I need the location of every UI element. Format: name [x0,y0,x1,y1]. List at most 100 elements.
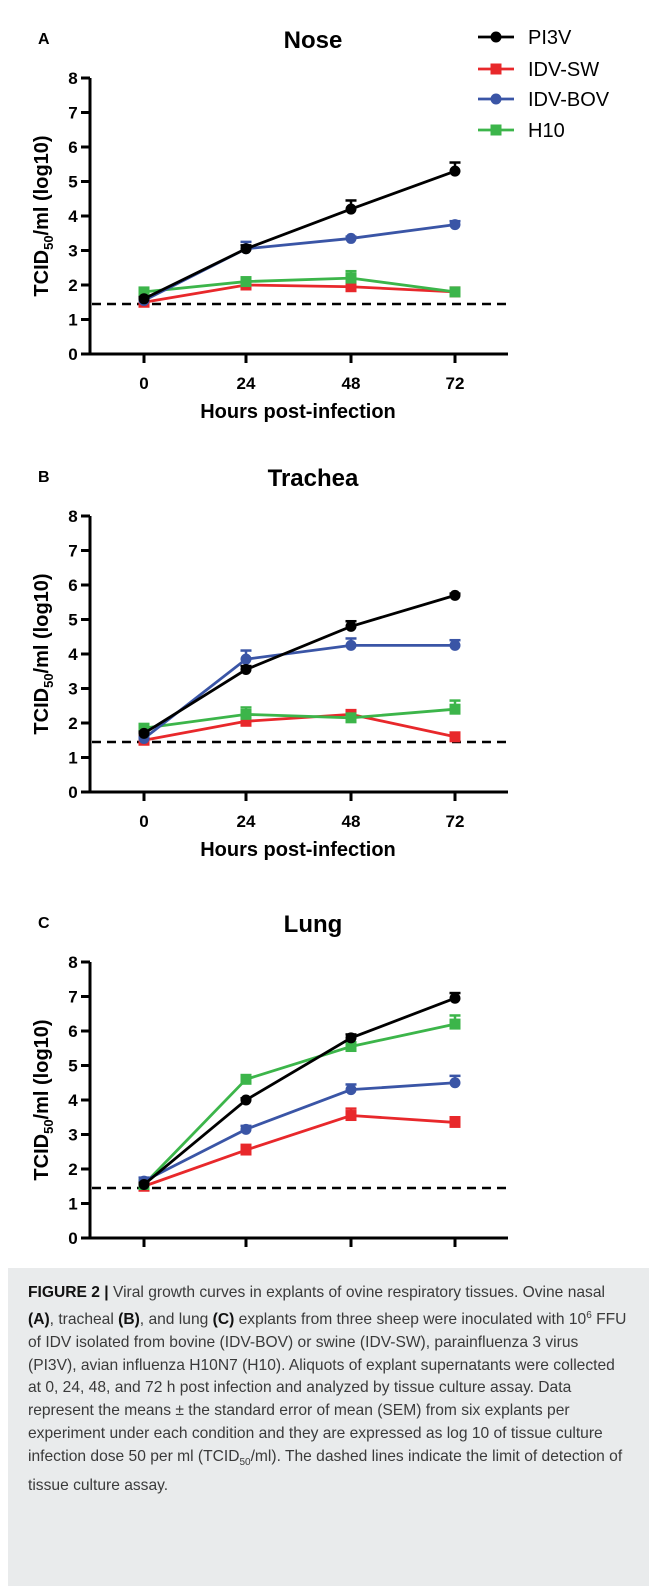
data-point [345,620,357,632]
y-tick-label: 7 [68,104,77,123]
data-point [240,1144,252,1156]
caption-superscript: 6 [586,1309,592,1321]
data-point [138,727,150,739]
y-axis-label-main: TCID [31,1134,53,1181]
x-tick-label: 0 [139,1258,148,1260]
y-axis-label-rest: /ml (log10) [31,1019,53,1119]
x-tick-label: 48 [342,812,361,831]
y-axis-label-main: TCID [31,688,53,735]
x-tick-label: 24 [237,812,256,831]
series-line [143,712,456,742]
series-line [142,1022,456,1186]
data-point [449,286,461,298]
y-tick-label: 6 [68,138,77,157]
data-point [449,1116,461,1128]
data-point [138,1179,150,1191]
chart-title: Trachea [268,465,359,492]
data-point [449,992,461,1004]
caption-label: FIGURE 2 | [28,1284,109,1301]
x-tick-label: 0 [139,812,148,831]
series-line [143,643,455,740]
y-tick-label: 4 [68,207,78,226]
y-axis-label: TCID50/ml (log10) [31,573,56,734]
data-point [449,731,461,743]
caption-ref-b: (B) [118,1310,140,1328]
caption-subscript: 50 [239,1456,251,1468]
legend-item-pi3v: PI3V [478,27,572,49]
series-line [143,169,456,301]
x-tick-label: 48 [342,1258,361,1260]
series-pi3v [138,161,461,305]
y-tick-label: 5 [68,611,77,630]
caption-ref-a: (A) [28,1310,50,1328]
panel-label: C [38,915,50,932]
data-point [449,639,461,651]
data-point [240,1094,252,1106]
y-tick-label: 4 [68,1091,78,1110]
series-line [143,1114,456,1188]
y-tick-label: 6 [68,576,77,595]
figure-caption: FIGURE 2 | Viral growth curves in explan… [8,1268,649,1586]
caption-part: , and lung [139,1310,213,1328]
x-tick-label: 24 [237,1258,256,1260]
data-point [449,165,461,177]
y-tick-label: 2 [68,1160,77,1179]
y-tick-label: 3 [68,242,77,261]
y-tick-label: 5 [68,173,77,192]
y-axis-label-rest: /ml (log10) [31,135,53,235]
y-tick-label: 6 [68,1022,77,1041]
y-tick-label: 3 [68,1126,77,1145]
x-tick-label: 24 [237,374,256,393]
y-tick-label: 2 [68,714,77,733]
legend-label: IDV-SW [528,59,599,81]
y-tick-label: 1 [68,311,77,330]
y-tick-label: 2 [68,276,77,295]
series-idv-sw [138,708,461,746]
caption-ref-c: (C) [212,1310,235,1328]
chart-panel-C: CLung0123456780244872Hours post-infectio… [31,911,508,1260]
legend-marker [490,63,502,75]
legend-marker [490,31,502,43]
data-point [345,1110,357,1122]
series-idv-bov [138,219,461,307]
data-point [240,243,252,255]
chart-panel-A: A Nose 0 1 2 3 4 5 6 7 8 0 24 48 72 Hours post-infectio… [31,27,508,423]
y-axis-label-main: TCID [31,250,53,297]
data-point [240,653,252,665]
caption-part: , tracheal [49,1310,119,1328]
data-point [240,715,252,727]
chart-panel-B: B Trachea 0 1 2 3 4 5 6 7 8 0 24 48 72 Hours post-infec… [31,465,508,861]
series-h10 [138,269,461,298]
series-line [143,1081,456,1183]
x-tick-label: 72 [446,812,465,831]
y-tick-label: 3 [68,680,77,699]
data-point [240,1123,252,1135]
panel-label: A [38,31,50,48]
data-point [449,589,461,601]
y-tick-label: 0 [68,345,77,364]
series-line [143,283,456,304]
series-line [143,707,456,730]
y-axis-label: TCID50/ml (log10) [31,1019,56,1180]
x-axis-label: Hours post-infection [200,401,396,423]
legend: PI3V IDV-SW IDV-BOV H10 [478,27,610,142]
data-point [449,1077,461,1089]
y-tick-label: 7 [68,542,77,561]
data-point [345,712,357,724]
data-point [138,293,150,305]
legend-item-idv-sw: IDV-SW [478,59,599,81]
panel-label: B [38,469,50,486]
data-point [449,219,461,231]
data-point [345,203,357,215]
chart-title: Lung [284,911,343,938]
series-pi3v [138,589,461,739]
caption-part: Viral growth curves in explants of ovine… [108,1284,605,1301]
y-tick-label: 7 [68,988,77,1007]
data-point [240,664,252,676]
legend-label: PI3V [528,27,572,49]
data-point [345,639,357,651]
data-point [345,232,357,244]
y-tick-label: 8 [68,69,77,88]
y-tick-label: 0 [68,1229,77,1248]
